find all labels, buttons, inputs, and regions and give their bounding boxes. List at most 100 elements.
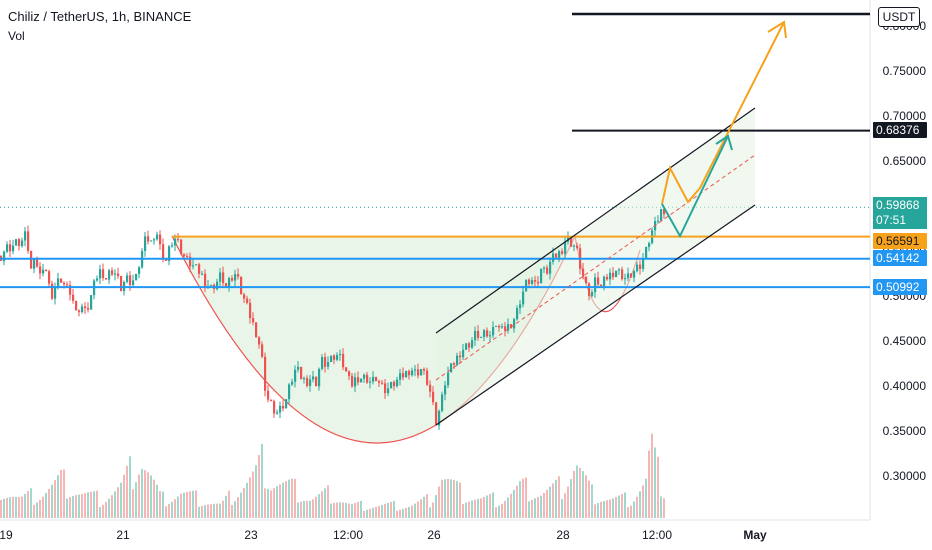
candle-body — [510, 324, 513, 329]
candle-body — [105, 278, 108, 280]
volume-bar — [501, 503, 503, 518]
volume-bar — [291, 478, 293, 518]
candle-body — [129, 275, 132, 286]
volume-bar — [18, 497, 20, 518]
candle-body — [270, 399, 273, 402]
candle-body — [15, 239, 18, 246]
volume-bar — [594, 504, 596, 518]
volume-bar — [249, 477, 251, 518]
volume-bar — [15, 496, 17, 518]
volume-bar — [93, 491, 95, 518]
volume-bar — [444, 479, 446, 518]
volume-bar — [369, 508, 371, 518]
time-axis-tick: 21 — [116, 528, 130, 542]
volume-bar — [138, 474, 140, 518]
volume-bar — [87, 492, 89, 518]
candle-body — [309, 379, 312, 386]
volume-bar — [468, 501, 470, 518]
candle-body — [393, 381, 396, 387]
candle-body — [330, 355, 333, 363]
volume-bar — [414, 503, 416, 518]
candle-body — [33, 259, 36, 269]
candle-body — [555, 253, 558, 258]
volume-bar — [321, 491, 323, 518]
volume-bar — [303, 501, 305, 518]
candle-body — [450, 363, 453, 373]
volume-bar — [168, 504, 170, 518]
volume-bar — [327, 485, 329, 518]
candle-body — [249, 302, 252, 319]
candle-body — [87, 308, 90, 310]
volume-bar — [357, 501, 359, 518]
candle-body — [459, 355, 462, 358]
volume-bar — [405, 507, 407, 518]
candle-body — [204, 273, 207, 287]
candle-body — [126, 275, 129, 282]
candle-body — [633, 271, 636, 278]
candle-body — [318, 368, 321, 387]
candle-body — [159, 234, 162, 245]
candle-body — [240, 276, 243, 295]
candle-body — [75, 300, 78, 311]
candle-body — [48, 271, 51, 284]
candle-body — [414, 369, 417, 371]
candle-body — [90, 295, 93, 310]
volume-bar — [588, 480, 590, 518]
candle-body — [180, 239, 183, 255]
candle-body — [51, 283, 54, 299]
candle-body — [645, 246, 648, 259]
candle-body — [351, 375, 354, 387]
volume-bar — [471, 500, 473, 518]
candle-body — [375, 376, 378, 382]
candle-body — [429, 384, 432, 392]
price-axis-tick: 0.35000 — [882, 424, 926, 438]
candle-body — [201, 273, 204, 275]
candle-body — [558, 251, 561, 258]
volume-bar — [252, 471, 254, 518]
candle-body — [618, 269, 621, 271]
candle-body — [423, 368, 426, 371]
volume-bar — [513, 489, 515, 518]
volume-bar — [537, 496, 539, 518]
candle-body — [342, 353, 345, 368]
volume-bar — [393, 500, 395, 518]
candle-body — [453, 363, 456, 365]
volume-bar — [381, 504, 383, 518]
volume-bar — [234, 501, 236, 518]
candle-body — [588, 283, 591, 296]
candle-body — [18, 239, 21, 247]
volume-bar — [615, 496, 617, 518]
price-tag-blue-level-1: 0.54142 — [873, 250, 927, 266]
volume-bar — [489, 493, 491, 518]
candle-body — [12, 245, 15, 252]
candle-body — [585, 276, 588, 284]
price-tag-target-high: 0.68376 — [873, 122, 927, 138]
candle-body — [198, 264, 201, 274]
candle-body — [147, 236, 150, 242]
candle-body — [102, 269, 105, 278]
volume-bar — [222, 500, 224, 518]
time-axis-tick: 28 — [556, 528, 570, 542]
volume-bar — [189, 491, 191, 518]
volume-bar — [183, 492, 185, 518]
price-tag-blue-level-2: 0.50992 — [873, 279, 927, 295]
currency-button[interactable]: USDT — [878, 7, 920, 27]
volume-bar — [285, 481, 287, 518]
volume-bar — [336, 502, 338, 518]
volume-bar — [63, 469, 65, 518]
candle-body — [444, 385, 447, 395]
volume-bar — [306, 500, 308, 518]
volume-bar — [141, 469, 143, 518]
candle-body — [153, 239, 156, 241]
candle-body — [417, 369, 420, 376]
candle-body — [591, 292, 594, 296]
candle-body — [69, 285, 72, 295]
candle-body — [171, 245, 174, 247]
volume-bar — [60, 469, 62, 518]
volume-bar — [495, 507, 497, 518]
candle-body — [480, 336, 483, 338]
volume-bar — [195, 490, 197, 518]
candle-body — [135, 273, 138, 281]
candle-body — [120, 276, 123, 292]
